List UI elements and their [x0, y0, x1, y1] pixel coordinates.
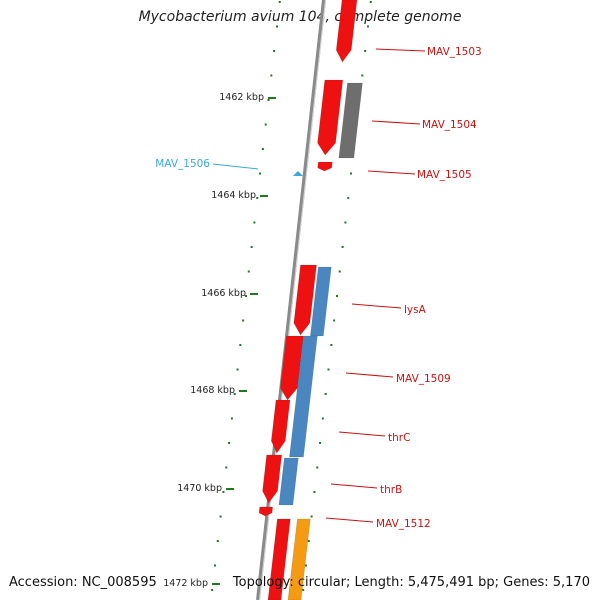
gene-arrow-thrc[interactable] — [270, 399, 291, 454]
label-leader-line — [371, 120, 421, 125]
gene-label-mav1505[interactable]: MAV_1505 — [417, 169, 472, 181]
gene-label-thrc[interactable]: thrC — [388, 432, 410, 444]
tick-label: 1466 kbp — [201, 288, 246, 299]
gene-block-mav1504-other[interactable] — [338, 82, 363, 159]
tick-label: 1470 kbp — [177, 483, 222, 494]
gene-arrow-thrb[interactable] — [262, 454, 283, 504]
accession-text: Accession: NC_008595 — [9, 575, 157, 590]
gene-arrow-lysa[interactable] — [293, 264, 317, 336]
gene-block-lysa-reverse[interactable] — [310, 266, 332, 337]
topology-text: Topology: circular; Length: 5,475,491 bp… — [232, 575, 590, 590]
label-leader-line — [345, 372, 394, 378]
tick-label: 1472 kbp — [163, 578, 208, 589]
label-leader-line — [330, 483, 378, 489]
tick-label: 1464 kbp — [211, 190, 256, 201]
gene-arrow-mav1509[interactable] — [280, 335, 304, 401]
label-leader-line — [338, 431, 386, 437]
gene-labels[interactable]: MAV_1503 MAV_1504 MAV_1505 MAV_1506 lysA MAV_… — [155, 46, 481, 530]
gene-arrow-mav1505[interactable] — [317, 161, 333, 172]
gene-arrow-mav1503[interactable] — [335, 0, 358, 63]
gene-label-mav1503[interactable]: MAV_1503 — [427, 46, 482, 58]
scale-ticks: 1462 kbp 1464 kbp 1466 kbp 1468 kbp 1470 kbp… — [163, 92, 276, 589]
gene-label-lysa[interactable]: lysA — [404, 304, 427, 316]
tick-label: 1462 kbp — [219, 92, 264, 103]
label-leader-line — [325, 517, 374, 523]
gene-block-mav1509-reverse[interactable] — [289, 335, 318, 458]
gene-label-mav1506[interactable]: MAV_1506 — [155, 158, 210, 170]
gene-arrow-mav1504[interactable] — [317, 79, 344, 156]
gene-marker-mav1506[interactable] — [293, 171, 303, 176]
tick-label: 1468 kbp — [190, 385, 235, 396]
gene-label-mav1504[interactable]: MAV_1504 — [422, 119, 477, 131]
gene-label-thrb[interactable]: thrB — [380, 484, 402, 496]
gene-label-mav1512[interactable]: MAV_1512 — [376, 518, 431, 530]
gene-block-thrb-reverse[interactable] — [278, 457, 299, 506]
label-leader-line — [367, 170, 416, 175]
scale-dots — [211, 1, 372, 591]
label-leader-line — [375, 48, 426, 52]
label-leader-line — [212, 163, 259, 170]
map-title: Mycobacterium avium 104, complete genome — [138, 9, 462, 25]
gene-arrow-bottom-red[interactable] — [267, 518, 291, 600]
label-leader-line — [351, 303, 402, 309]
gene-label-mav1509[interactable]: MAV_1509 — [396, 373, 451, 385]
gene-block-bottom-orange[interactable] — [287, 518, 311, 600]
gene-arrow-mav1512[interactable] — [258, 506, 274, 517]
gene-features[interactable] — [258, 0, 363, 600]
